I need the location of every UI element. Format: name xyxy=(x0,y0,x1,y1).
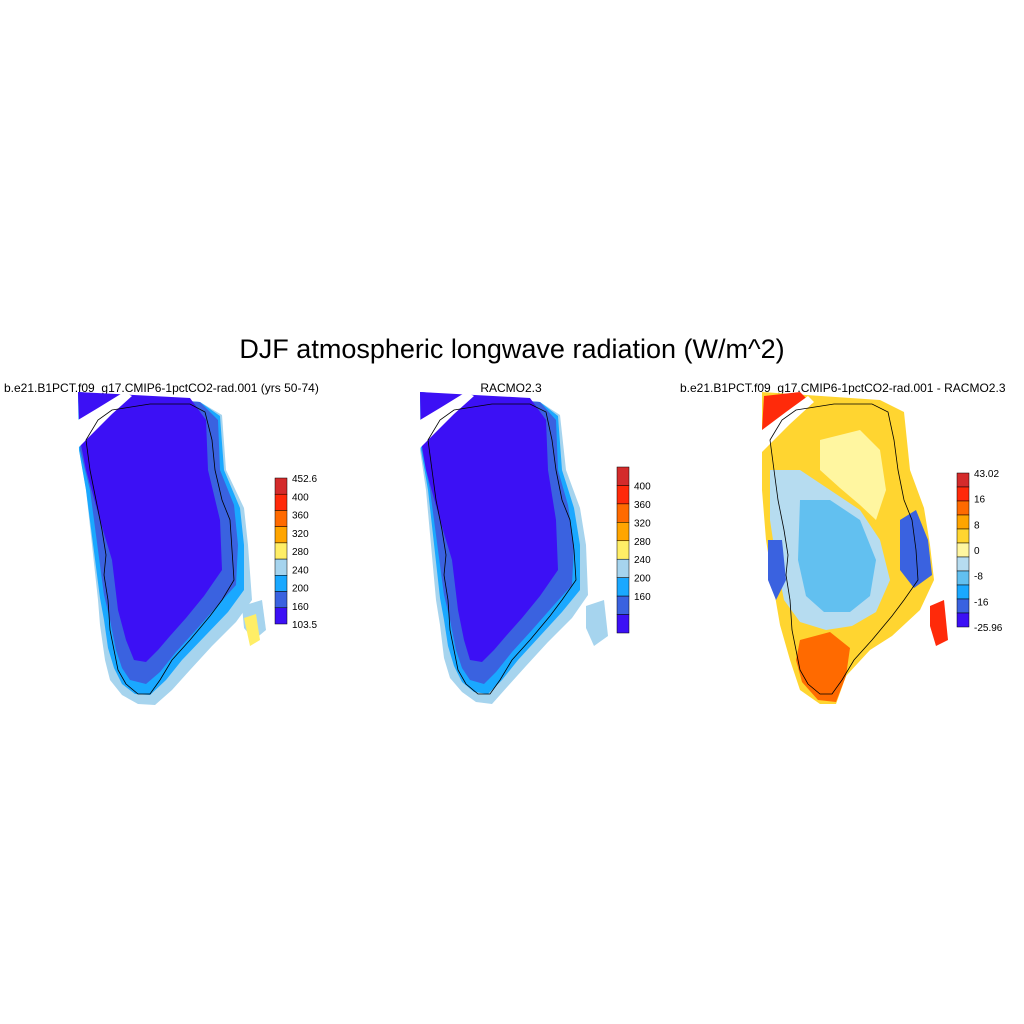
colorbar-swatch xyxy=(274,607,288,625)
colorbar-tick-label: 280 xyxy=(634,537,651,548)
panel-2-title: RACMO2.3 xyxy=(480,381,542,395)
colorbar-swatch xyxy=(616,522,630,542)
panel-3-gap xyxy=(762,396,814,452)
panel-3-south-orange xyxy=(796,632,850,702)
panel-2-colorbar: 400 360 320 280 240 200 160 xyxy=(616,466,651,634)
colorbar-tick-label: 103.5 xyxy=(292,620,317,631)
colorbar-swatch xyxy=(274,493,288,511)
colorbar-swatch xyxy=(956,472,970,488)
colorbar-swatch xyxy=(616,540,630,560)
panel-3-west-blue xyxy=(768,540,786,600)
panel-1-gap xyxy=(78,392,132,448)
panel-3-coastline xyxy=(769,403,919,695)
colorbar-swatch xyxy=(274,510,288,527)
panel-3-light-yellow xyxy=(820,430,886,520)
colorbar-swatch xyxy=(616,595,630,615)
panel-1-coastline xyxy=(85,403,235,695)
colorbar-tick-label: 0 xyxy=(974,546,980,557)
colorbar-tick-label: 360 xyxy=(292,511,309,522)
colorbar-swatch xyxy=(274,591,288,609)
colorbar-swatch xyxy=(956,556,970,572)
colorbar-tick-label: -8 xyxy=(974,572,983,583)
colorbar-tick-label: -25.96 xyxy=(974,623,1003,634)
colorbar-swatch xyxy=(616,577,630,597)
panel-2-interior xyxy=(420,392,558,662)
colorbar-tick-label: 160 xyxy=(634,592,651,603)
colorbar-tick-label: 240 xyxy=(292,565,309,576)
panel-1-interior xyxy=(78,392,222,662)
colorbar-swatch xyxy=(616,466,630,486)
panel-2-svalbard-patch xyxy=(586,600,608,646)
panel-3-map xyxy=(762,392,948,704)
colorbar-swatch xyxy=(274,477,288,495)
colorbar-swatch xyxy=(274,526,288,544)
colorbar-tick-label: 8 xyxy=(974,520,980,531)
panel-2-coastline xyxy=(427,403,577,695)
panel-3-title: b.e21.B1PCT.f09_g17.CMIP6-1pctCO2-rad.00… xyxy=(680,381,1006,395)
panel-3-mid-blue xyxy=(798,500,876,612)
panel-1-colorbar: 452.6 400 360 320 280 240 200 160 103.5 xyxy=(274,474,317,631)
colorbar-swatch xyxy=(616,485,630,505)
colorbar-swatch xyxy=(956,598,970,614)
colorbar-swatch xyxy=(274,542,288,560)
colorbar-swatch xyxy=(956,500,970,516)
colorbar-swatch xyxy=(616,614,630,634)
colorbar-swatch xyxy=(274,558,288,576)
colorbar-swatch xyxy=(956,612,970,628)
colorbar-tick-label: 400 xyxy=(634,481,651,492)
colorbar-swatch xyxy=(956,528,970,544)
colorbar-swatch xyxy=(274,575,288,592)
colorbar-tick-label: 160 xyxy=(292,602,309,613)
colorbar-tick-label: 43.02 xyxy=(974,469,999,480)
panel-2-gap xyxy=(420,392,474,448)
colorbar-swatch xyxy=(956,486,970,502)
colorbar-swatch xyxy=(616,558,630,578)
colorbar-tick-label: 360 xyxy=(634,500,651,511)
colorbar-tick-label: 200 xyxy=(634,574,651,585)
colorbar-swatch xyxy=(956,542,970,558)
colorbar-tick-label: 200 xyxy=(292,584,309,595)
colorbar-tick-label: 280 xyxy=(292,547,309,558)
colorbar-tick-label: -16 xyxy=(974,597,989,608)
colorbar-tick-label: 452.6 xyxy=(292,474,317,485)
colorbar-tick-label: 400 xyxy=(292,492,309,503)
colorbar-tick-label: 320 xyxy=(634,518,651,529)
panel-3-colorbar: 43.02 16 8 0 -8 -16 -25.96 xyxy=(956,469,1003,634)
colorbar-swatch xyxy=(956,514,970,530)
panel-1-map xyxy=(78,392,266,705)
colorbar-swatch xyxy=(956,570,970,586)
colorbar-swatch xyxy=(956,584,970,600)
panel-3-svalbard-patch xyxy=(930,600,948,646)
panel-1-svalbard-patch-yellow xyxy=(244,614,260,646)
colorbar-swatch xyxy=(616,503,630,523)
panel-2-map xyxy=(420,392,608,704)
panel-1-title: b.e21.B1PCT.f09_g17.CMIP6-1pctCO2-rad.00… xyxy=(4,381,319,395)
colorbar-tick-label: 16 xyxy=(974,495,986,506)
colorbar-tick-label: 320 xyxy=(292,529,309,540)
colorbar-tick-label: 240 xyxy=(634,555,651,566)
figure-title: DJF atmospheric longwave radiation (W/m^… xyxy=(239,334,785,364)
